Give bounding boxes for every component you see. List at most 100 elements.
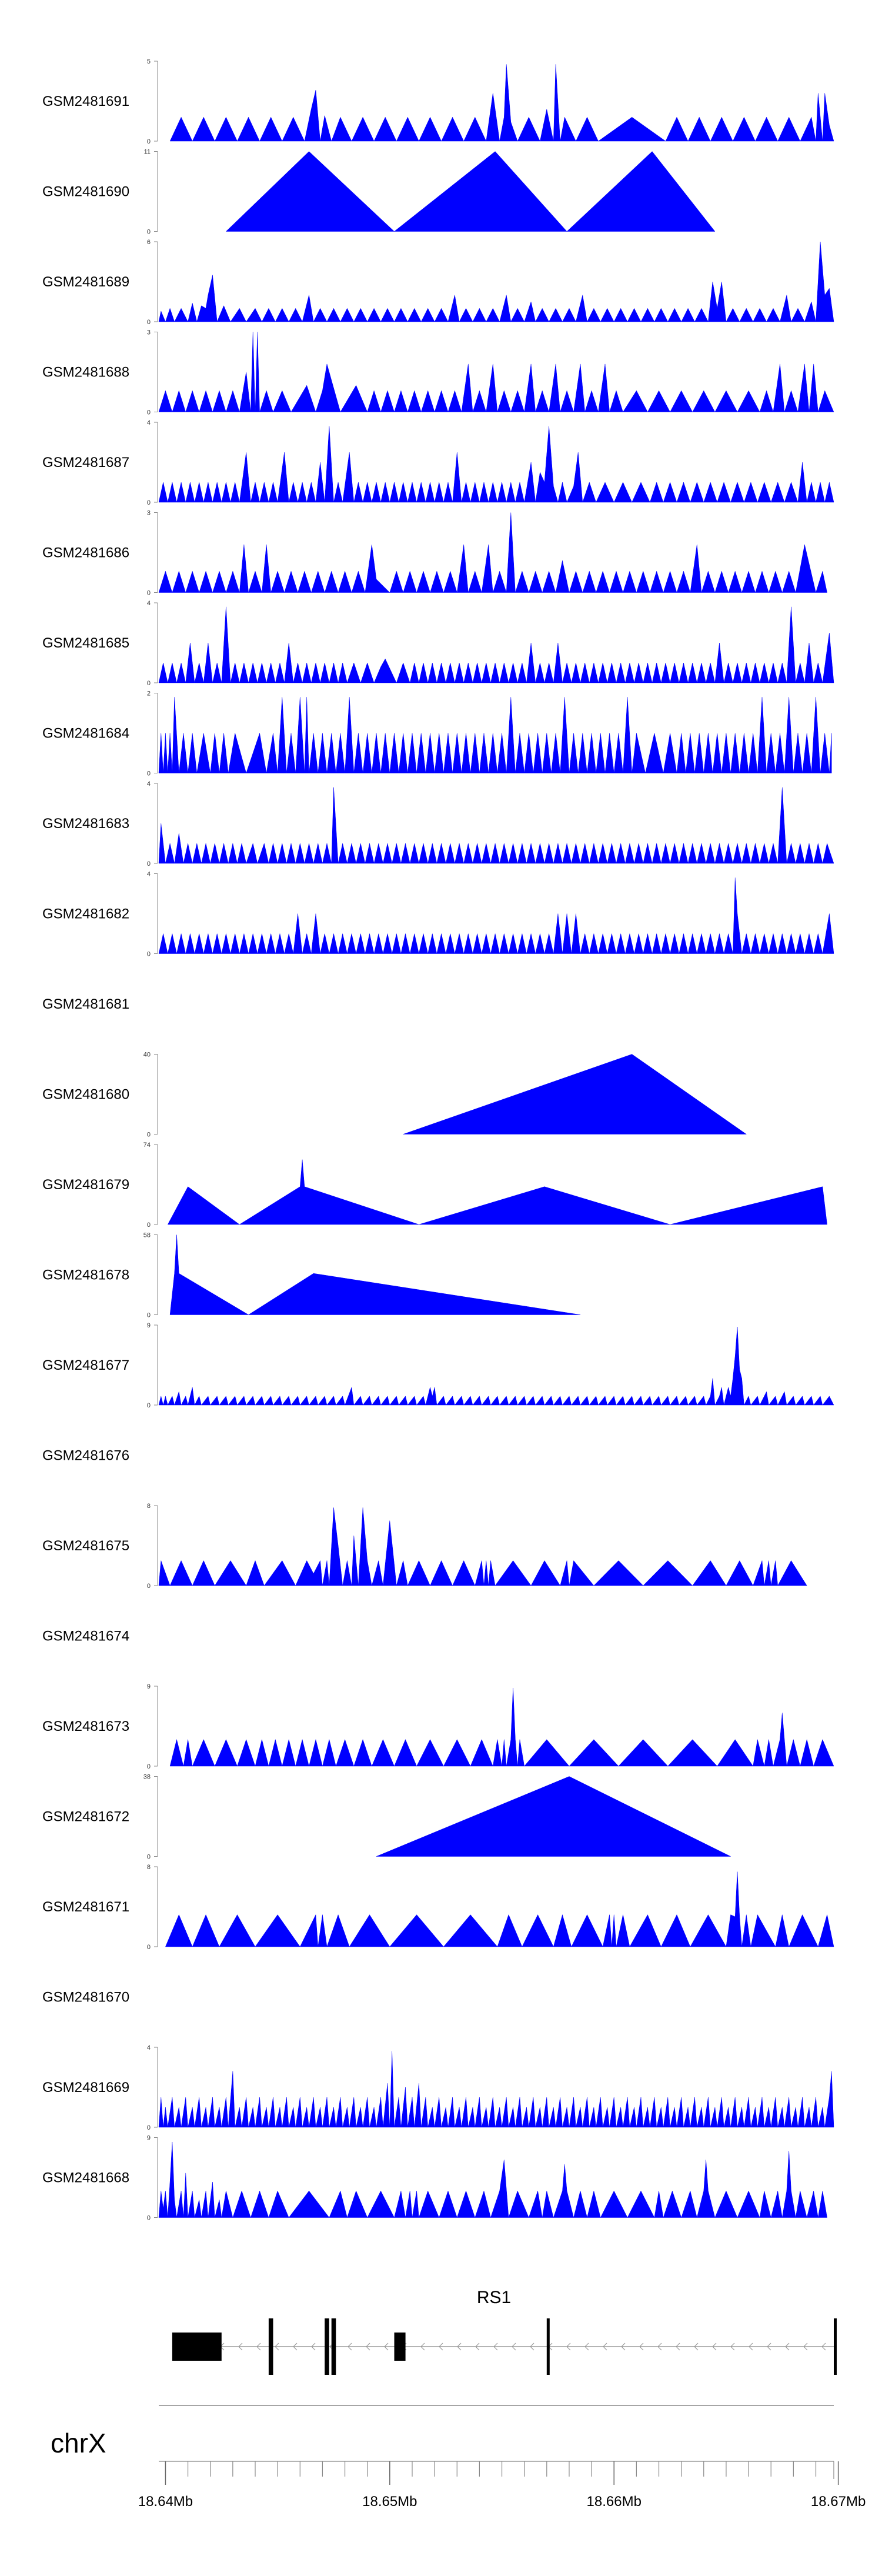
track-label: GSM2481668 bbox=[42, 2170, 129, 2186]
track-GSM2481687: GSM2481687 4 0 bbox=[42, 419, 834, 506]
y-tick-label-max: 3 bbox=[147, 510, 151, 517]
track-label: GSM2481690 bbox=[42, 184, 129, 200]
y-tick-label-min: 0 bbox=[147, 2124, 151, 2131]
track-label: GSM2481673 bbox=[42, 1719, 129, 1734]
y-tick-label-min: 0 bbox=[147, 590, 151, 597]
track-label: GSM2481672 bbox=[42, 1809, 129, 1825]
track-GSM2481673: GSM2481673 9 0 bbox=[42, 1683, 834, 1770]
track-GSM2481674: GSM2481674 bbox=[42, 1629, 129, 1644]
strand-arrow bbox=[384, 2343, 389, 2351]
track-GSM2481681: GSM2481681 bbox=[42, 996, 129, 1012]
track-label: GSM2481671 bbox=[42, 1899, 129, 1915]
y-tick-label-max: 4 bbox=[147, 419, 151, 426]
track-GSM2481675: GSM2481675 8 0 bbox=[42, 1503, 807, 1590]
strand-arrow bbox=[785, 2343, 790, 2351]
y-tick-label-min: 0 bbox=[147, 409, 151, 416]
strand-arrow bbox=[676, 2343, 680, 2351]
coverage-area bbox=[165, 1871, 834, 1947]
track-label: GSM2481687 bbox=[42, 455, 129, 471]
track-GSM2481684: GSM2481684 2 0 bbox=[42, 690, 832, 778]
y-tick-label-min: 0 bbox=[147, 1854, 151, 1861]
x-tick-label: 18.67Mb bbox=[811, 2494, 866, 2510]
y-tick-label-min: 0 bbox=[147, 951, 151, 958]
coverage-area bbox=[158, 877, 834, 954]
track-label: GSM2481685 bbox=[42, 635, 129, 651]
track-label: GSM2481684 bbox=[42, 726, 129, 742]
strand-arrow bbox=[603, 2343, 607, 2351]
y-tick-label-max: 40 bbox=[143, 1052, 151, 1059]
y-tick-label-max: 8 bbox=[147, 1503, 151, 1510]
coverage-area bbox=[158, 697, 832, 774]
y-tick-label-min: 0 bbox=[147, 319, 151, 326]
y-tick-label-max: 11 bbox=[144, 149, 151, 156]
gene-track: RS1 bbox=[172, 2288, 837, 2375]
track-GSM2481682: GSM2481682 4 0 bbox=[42, 871, 834, 958]
chromosome-track: chrX bbox=[51, 2405, 834, 2458]
strand-arrow bbox=[821, 2343, 826, 2351]
strand-arrow bbox=[621, 2343, 626, 2351]
y-tick-label-min: 0 bbox=[147, 499, 151, 506]
strand-arrow bbox=[566, 2343, 571, 2351]
y-tick-label-max: 9 bbox=[147, 2135, 151, 2142]
track-GSM2481683: GSM2481683 4 0 bbox=[42, 780, 834, 867]
y-tick-label-max: 8 bbox=[147, 1864, 151, 1871]
strand-arrow bbox=[639, 2343, 644, 2351]
track-GSM2481685: GSM2481685 4 0 bbox=[42, 600, 834, 687]
x-tick-label: 18.64Mb bbox=[138, 2494, 193, 2510]
y-tick-label-max: 9 bbox=[147, 1683, 151, 1690]
track-GSM2481689: GSM2481689 6 0 bbox=[42, 239, 834, 326]
track-label: GSM2481674 bbox=[42, 1629, 129, 1644]
exon bbox=[172, 2333, 222, 2361]
coverage-area bbox=[158, 1507, 807, 1586]
track-label: GSM2481669 bbox=[42, 2080, 129, 2095]
coverage-area bbox=[167, 1159, 827, 1225]
track-label: GSM2481675 bbox=[42, 1538, 129, 1554]
track-GSM2481677: GSM2481677 9 0 bbox=[42, 1322, 834, 1409]
strand-arrow bbox=[584, 2343, 589, 2351]
x-tick-label: 18.66Mb bbox=[587, 2494, 642, 2510]
strand-arrow bbox=[694, 2343, 699, 2351]
exon bbox=[331, 2318, 336, 2375]
coverage-area bbox=[376, 1776, 731, 1857]
y-tick-label-max: 4 bbox=[147, 2044, 151, 2051]
y-tick-label-max: 38 bbox=[143, 1774, 151, 1781]
y-tick-label-min: 0 bbox=[147, 860, 151, 867]
strand-arrow bbox=[275, 2343, 279, 2351]
data-tracks: GSM248169150GSM2481690110GSM248168960GSM… bbox=[42, 58, 834, 2222]
coverage-area bbox=[158, 512, 827, 593]
track-label: GSM2481677 bbox=[42, 1357, 129, 1373]
strand-arrow bbox=[366, 2343, 370, 2351]
strand-arrow bbox=[238, 2343, 243, 2351]
strand-arrow bbox=[420, 2343, 425, 2351]
track-GSM2481670: GSM2481670 bbox=[42, 1990, 129, 2006]
track-GSM2481671: GSM2481671 8 0 bbox=[42, 1864, 834, 1951]
track-label: GSM2481680 bbox=[42, 1087, 129, 1103]
track-GSM2481678: GSM2481678 58 0 bbox=[42, 1232, 581, 1319]
y-tick-label-max: 4 bbox=[147, 871, 151, 878]
y-tick-label-max: 9 bbox=[147, 1322, 151, 1329]
strand-arrow bbox=[439, 2343, 443, 2351]
track-label: GSM2481681 bbox=[42, 996, 129, 1012]
coverage-area bbox=[158, 426, 834, 503]
y-tick-label-min: 0 bbox=[147, 1222, 151, 1229]
track-label: GSM2481688 bbox=[42, 365, 129, 381]
track-label: GSM2481686 bbox=[42, 545, 129, 561]
y-tick-label-min: 0 bbox=[147, 1583, 151, 1590]
coverage-area bbox=[169, 1234, 581, 1315]
exon bbox=[546, 2318, 550, 2375]
coverage-area bbox=[225, 151, 716, 232]
y-tick-label-min: 0 bbox=[147, 680, 151, 687]
track-GSM2481668: GSM2481668 9 0 bbox=[42, 2135, 827, 2222]
track-label: GSM2481683 bbox=[42, 816, 129, 832]
coverage-area bbox=[169, 64, 834, 142]
coverage-area bbox=[158, 332, 834, 413]
strand-arrow bbox=[530, 2343, 534, 2351]
y-tick-label-max: 4 bbox=[147, 780, 151, 788]
exon bbox=[268, 2318, 273, 2375]
strand-arrow bbox=[256, 2343, 261, 2351]
strand-arrow bbox=[475, 2343, 480, 2351]
exon bbox=[834, 2318, 837, 2375]
y-tick-label-max: 4 bbox=[147, 600, 151, 607]
strand-arrow bbox=[311, 2343, 316, 2351]
